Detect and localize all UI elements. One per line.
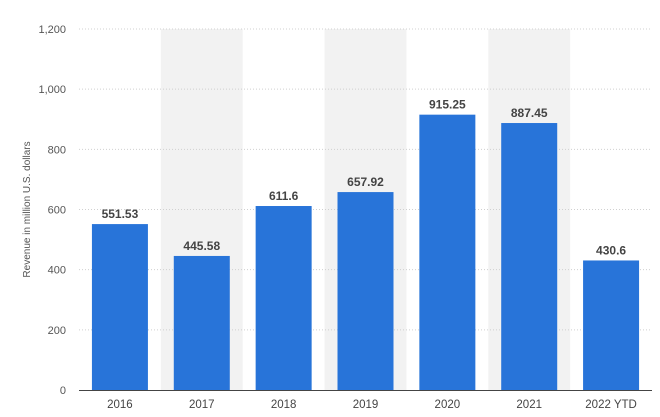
y-tick-label: 600 xyxy=(48,205,66,217)
data-label: 657.92 xyxy=(347,175,384,189)
y-tick-label: 800 xyxy=(48,144,66,156)
data-labels: 551.53 445.58 611.6 657.92 915.25 887.45 430.6 xyxy=(102,98,627,258)
bar xyxy=(419,114,476,390)
x-axis: 2016 2017 2018 2019 2020 2021 2022 YTD xyxy=(107,399,637,411)
y-tick-label: 0 xyxy=(60,385,66,397)
data-label: 915.25 xyxy=(429,98,466,112)
x-tick-label: 2016 xyxy=(107,399,133,411)
x-tick-label: 2022 YTD xyxy=(585,399,637,411)
data-label: 887.45 xyxy=(511,106,548,120)
bars xyxy=(91,114,640,391)
x-tick-label: 2017 xyxy=(189,399,215,411)
bar xyxy=(337,192,394,390)
data-label: 611.6 xyxy=(269,189,299,203)
bar xyxy=(501,123,558,391)
y-axis-title: Revenue in million U.S. dollars xyxy=(22,141,33,277)
x-tick-label: 2018 xyxy=(271,399,297,411)
data-label: 551.53 xyxy=(102,207,139,221)
y-axis: 0 200 400 600 800 1,000 1,200 xyxy=(38,24,66,397)
y-tick-label: 400 xyxy=(48,265,66,277)
x-tick-label: 2021 xyxy=(516,399,542,411)
bar xyxy=(583,260,640,390)
x-tick-label: 2019 xyxy=(353,399,379,411)
y-tick-label: 1,000 xyxy=(38,84,66,96)
y-tick-label: 200 xyxy=(48,325,66,337)
bar xyxy=(173,255,230,390)
data-label: 430.6 xyxy=(596,243,626,257)
x-tick-label: 2020 xyxy=(435,399,461,411)
y-tick-label: 1,200 xyxy=(38,24,66,36)
bar xyxy=(255,206,312,390)
data-label: 445.58 xyxy=(183,239,220,253)
bar xyxy=(91,224,148,390)
